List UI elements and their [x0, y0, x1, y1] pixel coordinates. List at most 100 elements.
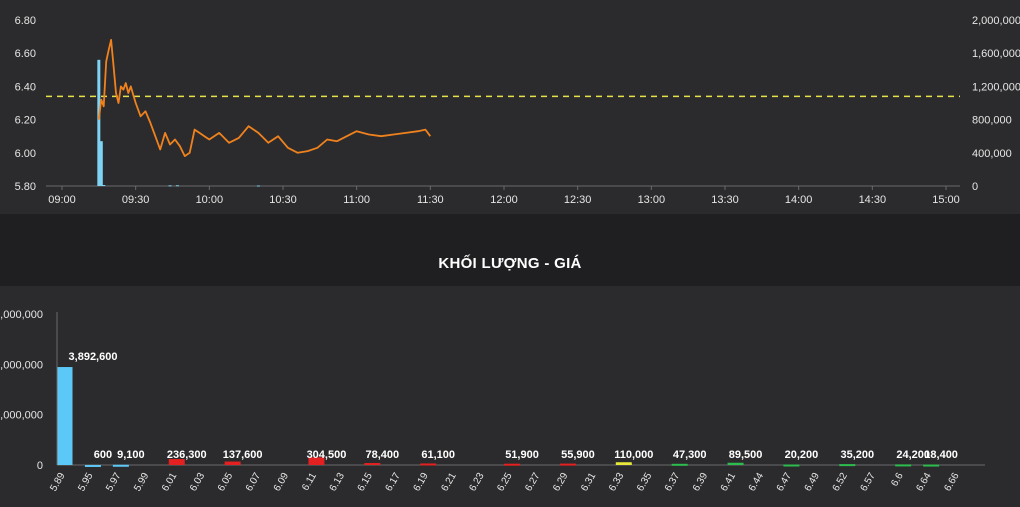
- x-tick-label: 6.09: [272, 471, 291, 494]
- x-tick-label: 14:30: [859, 194, 887, 206]
- x-tick-label: 13:30: [711, 194, 739, 206]
- volume-bar: [175, 185, 179, 187]
- intraday-price-chart: 5.80 6.00 6.20 6.40 6.60 6.80 0 400,000 800,000 1…: [15, 15, 1020, 206]
- y-left-tick-label: 5.80: [15, 181, 36, 193]
- bar-value-label: 47,300: [673, 449, 707, 461]
- x-tick-label: 12:00: [490, 194, 518, 206]
- x-tick-label: 6.07: [244, 471, 263, 494]
- x-tick-label: 6.37: [663, 471, 682, 494]
- x-tick-label: 6.31: [579, 471, 598, 494]
- volume-bar: [923, 464, 940, 467]
- bar-value-label: 110,000: [614, 449, 653, 461]
- bar-value-label: 89,500: [729, 449, 763, 461]
- y-right-tick-label: 400,000: [972, 148, 1012, 160]
- volume-price-panel: 0 2,000,000 4,000,000 6,000,000 3,892,600 5.8…: [0, 286, 1020, 507]
- bar-value-label: 18,400: [924, 449, 958, 461]
- x-tick-label: 5.95: [76, 471, 95, 494]
- volume-bar: [256, 185, 260, 187]
- x-tick-label: 6.33: [607, 471, 626, 494]
- x-tick-label: 11:00: [343, 194, 370, 206]
- x-tick-label: 09:00: [48, 194, 76, 206]
- y-left-tick-label: 6.60: [15, 48, 36, 60]
- volume-bar: [224, 461, 241, 465]
- x-tick-label: 6.21: [439, 471, 458, 494]
- price-line: [97, 39, 432, 158]
- y-left-tick-label: 6.80: [15, 15, 36, 27]
- x-tick-label: 6.35: [635, 471, 654, 494]
- x-tick-label: 6.52: [831, 471, 850, 494]
- bar-value-label: 600: [94, 449, 112, 461]
- volume-bar: [57, 367, 73, 465]
- bar-value-label: 304,500: [307, 449, 347, 461]
- volume-bar: [97, 59, 101, 187]
- x-tick-label: 6.39: [691, 471, 710, 494]
- volume-bar: [504, 463, 521, 466]
- volume-bar: [112, 464, 129, 467]
- y-left-tick-label: 6.40: [15, 81, 36, 93]
- volume-bar: [84, 464, 101, 467]
- volume-price-header: KHỐI LƯỢNG - GIÁ: [0, 240, 1020, 286]
- x-tick-label: 6.49: [803, 471, 822, 494]
- x-tick-label: 6.19: [412, 471, 431, 494]
- x-tick-label: 5.97: [104, 471, 123, 494]
- volume-price-title: KHỐI LƯỢNG - GIÁ: [438, 254, 582, 272]
- volume-bar: [168, 185, 172, 187]
- x-tick-label: 10:30: [269, 194, 297, 206]
- intraday-chart-panel: 5.80 6.00 6.20 6.40 6.60 6.80 0 400,000 800,000 1…: [0, 0, 1020, 214]
- volume-bar: [420, 463, 437, 466]
- x-tick-label: 13:00: [638, 194, 666, 206]
- bar-value-label: 55,900: [561, 449, 595, 461]
- x-tick-label: 12:30: [564, 194, 592, 206]
- x-tick-label: 6.66: [942, 471, 961, 494]
- bar-value-label: 24,200: [896, 449, 930, 461]
- x-tick-label: 6.44: [747, 471, 766, 494]
- volume-bar: [839, 464, 856, 467]
- x-tick-label: 6.11: [300, 471, 319, 493]
- bar-value-label: 35,200: [840, 449, 874, 461]
- y-right-tick-label: 0: [972, 181, 978, 193]
- y-tick-label: 0: [37, 460, 43, 472]
- x-tick-label: 09:30: [122, 194, 150, 206]
- bar-value-label: 78,400: [366, 449, 400, 461]
- volume-bar: [727, 462, 744, 465]
- x-tick-label: 6.23: [467, 471, 486, 494]
- bar-value-label: 51,900: [505, 449, 539, 461]
- y-tick-label: 2,000,000: [0, 410, 43, 422]
- y-tick-label: 4,000,000: [0, 359, 43, 371]
- volume-bar: [615, 462, 632, 465]
- x-tick-label: 6.13: [328, 471, 347, 494]
- volume-bar: [783, 464, 800, 467]
- x-tick-label: 6.27: [523, 471, 542, 494]
- volume-bar: [895, 464, 912, 467]
- y-left-tick-label: 6.00: [15, 148, 36, 160]
- y-right-tick-label: 2,000,000: [972, 15, 1020, 27]
- y-right-tick-label: 800,000: [972, 115, 1012, 127]
- x-tick-label: 5.89: [48, 471, 67, 494]
- bar-value-label: 137,600: [223, 449, 263, 461]
- volume-bar: [559, 463, 576, 466]
- x-tick-label: 14:00: [785, 194, 813, 206]
- y-right-tick-label: 1,600,000: [972, 48, 1020, 60]
- bar-value-label: 236,300: [167, 449, 207, 461]
- volume-bar: [364, 463, 381, 466]
- x-tick-label: 6.41: [719, 471, 738, 494]
- x-tick-label: 6.64: [914, 471, 933, 494]
- volume-by-price-chart: 0 2,000,000 4,000,000 6,000,000 3,892,600 5.8…: [0, 309, 985, 494]
- x-tick-label: 5.99: [132, 471, 151, 494]
- y-left-tick-label: 6.20: [15, 115, 36, 127]
- volume-bar: [99, 141, 103, 186]
- x-tick-label: 15:00: [932, 194, 960, 206]
- x-tick-label: 6.25: [495, 471, 514, 494]
- volume-bar: [308, 457, 325, 465]
- x-tick-label: 6.47: [775, 471, 794, 494]
- x-tick-label: 11:30: [417, 194, 444, 206]
- x-tick-label: 6.03: [188, 471, 207, 494]
- x-tick-label: 6.57: [859, 471, 878, 494]
- x-tick-label: 6.6: [889, 471, 906, 489]
- bar-value-label: 3,892,600: [69, 351, 118, 363]
- volume-bar: [671, 463, 688, 466]
- x-tick-label: 10:00: [196, 194, 224, 206]
- y-tick-label: 6,000,000: [0, 309, 43, 321]
- bar-value-label: 20,200: [785, 449, 819, 461]
- volume-bar: [168, 459, 185, 465]
